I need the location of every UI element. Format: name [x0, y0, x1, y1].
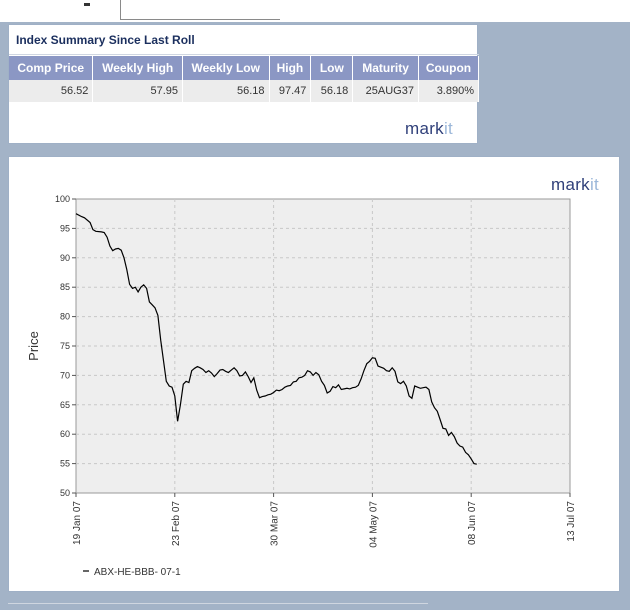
chart-logo-accent-text: it: [589, 175, 600, 194]
col-comp-price: Comp Price: [9, 56, 94, 80]
col-coupon: Coupon: [418, 56, 480, 80]
x-tick-label: 08 Jun 07: [467, 501, 478, 545]
value-high: 97.47: [269, 80, 312, 102]
x-tick-label: 19 Jan 07: [72, 501, 83, 545]
x-tick-label: 23 Feb 07: [171, 501, 182, 546]
logo-accent-text: it: [443, 119, 454, 138]
summary-title: Index Summary Since Last Roll: [9, 25, 479, 55]
y-tick-label: 50: [60, 488, 70, 498]
y-tick-label: 70: [60, 370, 70, 380]
y-tick-label: 85: [60, 282, 70, 292]
tab-edge[interactable]: [120, 0, 280, 20]
summary-value-row: 56.52 57.95 56.18 97.47 56.18 25AUG37 3.…: [9, 80, 480, 102]
chart-panel: markit 50 55 60 65 70 75 80 85 90 95 100 19 Jan 07 2…: [8, 156, 620, 592]
price-line-chart: 50 55 60 65 70 75 80 85 90 95 100 19 Jan 07 23 Feb 0…: [26, 194, 577, 578]
col-weekly-high: Weekly High: [92, 56, 183, 80]
col-high: High: [269, 56, 312, 80]
index-summary-panel: Index Summary Since Last Roll Comp Price…: [8, 24, 480, 144]
col-maturity: Maturity: [352, 56, 419, 80]
value-weekly-low: 56.18: [182, 80, 270, 102]
y-tick-label: 55: [60, 459, 70, 469]
bottom-divider: [8, 603, 428, 604]
x-tick-label: 30 Mar 07: [270, 501, 281, 546]
summary-table: Comp Price Weekly High Weekly Low High L…: [9, 56, 480, 102]
y-tick-label: 80: [60, 312, 70, 322]
y-axis-label: Price: [26, 331, 41, 361]
chart-markit-logo: markit: [551, 175, 599, 195]
x-tick-label: 04 May 07: [368, 501, 379, 548]
value-maturity: 25AUG37: [352, 80, 419, 102]
logo-main-text: mark: [405, 119, 444, 138]
value-comp-price: 56.52: [9, 80, 94, 102]
y-tick-label: 65: [60, 400, 70, 410]
y-tick-label: 75: [60, 341, 70, 351]
chart-logo-main-text: mark: [551, 175, 590, 194]
y-tick-label: 60: [60, 429, 70, 439]
y-tick-label: 95: [60, 223, 70, 233]
tab-fragment: [84, 3, 90, 6]
col-low: Low: [310, 56, 354, 80]
series-line: [75, 213, 477, 465]
top-strip: [0, 0, 630, 22]
summary-header-row: Comp Price Weekly High Weekly Low High L…: [9, 56, 480, 80]
y-tick-label: 90: [60, 253, 70, 263]
markit-logo: markit: [405, 119, 453, 139]
value-coupon: 3.890%: [418, 80, 480, 102]
value-weekly-high: 57.95: [92, 80, 183, 102]
y-tick-label: 100: [55, 194, 70, 204]
value-low: 56.18: [310, 80, 354, 102]
legend-label: ABX-HE-BBB- 07-1: [94, 567, 181, 578]
x-tick-label: 13 Jul 07: [566, 501, 577, 542]
col-weekly-low: Weekly Low: [182, 56, 270, 80]
